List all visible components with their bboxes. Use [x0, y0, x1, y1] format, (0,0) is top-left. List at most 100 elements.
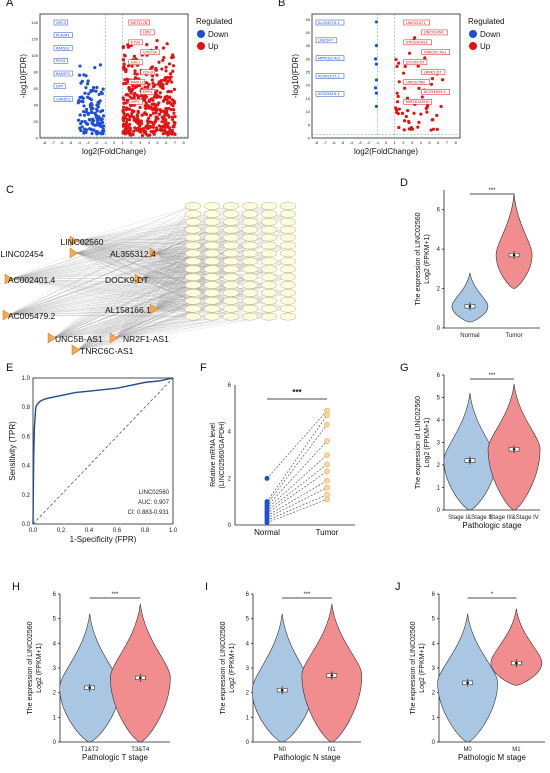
y-tick-label: 0 [246, 740, 250, 746]
target-node [260, 296, 278, 305]
violin-panel-H: H 0 1 2 3 4 5 6 T1&T2 T3&T4 *** Pathologic T stage T… [12, 581, 171, 762]
edge [77, 308, 251, 351]
down-point [90, 128, 95, 132]
up-point [124, 125, 128, 129]
edge [53, 300, 232, 339]
violin-1 [109, 603, 171, 743]
edge [115, 253, 194, 339]
edge [140, 205, 232, 280]
up-point [426, 104, 430, 108]
pair-line [266, 487, 328, 519]
tumor-point [324, 477, 330, 484]
edge [53, 308, 251, 339]
target-node [260, 249, 278, 258]
edge [53, 284, 194, 339]
gene-label: AC254633.1 [424, 90, 446, 94]
pair-line [266, 480, 328, 516]
y-tick-label: 40 [306, 30, 311, 35]
up-point [424, 106, 428, 111]
edge [53, 213, 251, 339]
x-tick-label: 1.0 [169, 528, 178, 534]
up-point [129, 114, 134, 118]
up-point [429, 128, 433, 132]
up-point [140, 133, 145, 138]
down-point [76, 118, 81, 122]
up-point [127, 107, 131, 111]
x-tick-label: -3 [358, 140, 362, 145]
down-point [89, 105, 93, 109]
x-tick-label: -4 [349, 140, 353, 145]
pair-line [266, 454, 328, 509]
y-tick-label: 4 [437, 247, 441, 253]
up-point [171, 64, 176, 68]
up-point [167, 62, 172, 66]
up-point [155, 115, 159, 119]
hub-label-al158166.1: AL158166.1 [105, 305, 151, 315]
gene-box [128, 99, 143, 105]
up-point [159, 128, 163, 133]
edge [8, 245, 213, 316]
y-axis-label-2: Log2 (FPKM+1) [419, 643, 426, 693]
paired-panel: F 0 2 4 6 Normal Tumor *** Relative mRNA level (L… [200, 362, 355, 537]
edge [115, 316, 194, 339]
x-tick-label: 8 [183, 140, 186, 145]
median-dot [330, 674, 334, 677]
hub-node [134, 273, 144, 285]
up-point [157, 95, 161, 99]
down-point [89, 110, 93, 114]
panel-label-C: C [6, 184, 14, 196]
up-point [131, 87, 135, 91]
gene-box [128, 59, 143, 65]
panel-label-A: A [6, 0, 14, 9]
down-point [101, 87, 105, 91]
up-point [164, 69, 168, 73]
gene-box [421, 29, 448, 36]
edge [8, 284, 194, 316]
down-point [83, 127, 87, 131]
target-node [241, 304, 259, 313]
target-node [279, 296, 297, 305]
sig-label: *** [292, 388, 302, 397]
normal-point [264, 475, 270, 481]
gene-label: CDH3 [143, 70, 153, 74]
up-point [403, 64, 407, 69]
target-node [279, 265, 297, 274]
pair-line [266, 424, 328, 505]
edge [8, 229, 289, 316]
up-point [171, 104, 175, 108]
violin-1 [490, 608, 543, 686]
up-point [147, 116, 151, 120]
up-point [148, 120, 152, 124]
up-point [145, 81, 149, 85]
panel-label-D: D [400, 177, 408, 189]
edge [8, 213, 289, 316]
target-node [184, 257, 202, 266]
x-axis-label: log2(FoldChange) [82, 147, 146, 156]
roc-ci: CI: 0.883-0.931 [128, 510, 170, 516]
gene-label: DPT [56, 85, 64, 89]
y-tick-label: 5 [432, 617, 436, 623]
up-point [151, 125, 155, 129]
tumor-point [324, 491, 330, 498]
up-point [128, 130, 132, 134]
edge [53, 205, 232, 339]
up-point [146, 85, 150, 89]
up-point [148, 124, 152, 128]
x-tick-label: T3&T4 [131, 747, 150, 753]
plot-frame [32, 377, 174, 525]
up-point [153, 102, 157, 107]
diagonal-line [32, 377, 174, 525]
hub-node [149, 247, 159, 259]
target-node [203, 225, 221, 234]
gene-label: AL054574.1 [318, 21, 340, 25]
up-point [139, 119, 143, 123]
edge [75, 213, 251, 242]
target-node [279, 202, 297, 210]
up-point [167, 106, 171, 110]
up-point [148, 106, 152, 110]
gene-box [421, 49, 451, 56]
down-point [80, 79, 84, 83]
x-tick-label: 0.6 [113, 528, 122, 534]
target-node [222, 233, 240, 242]
x-axis-label: Pathologic stage [462, 521, 522, 530]
